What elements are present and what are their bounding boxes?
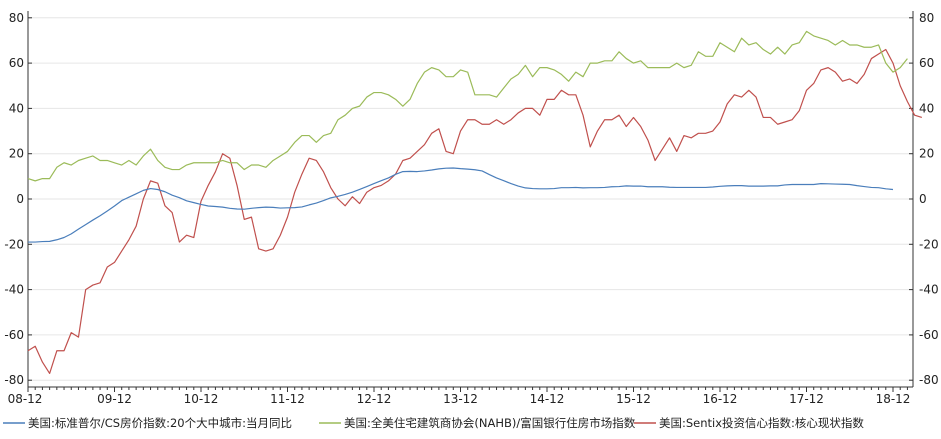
x-tick-label: 16-12 [703,392,738,406]
x-tick-label: 14-12 [530,392,565,406]
legend-label: 美国:Sentix投资信心指数:核心现状指数 [659,416,864,430]
y-tick-label-left: 60 [9,56,24,70]
y-tick-label-left: -20 [4,237,24,251]
series-line [27,30,908,182]
y-tick-label-right: -60 [919,328,939,342]
series-layer [27,30,923,375]
x-tick-label: 15-12 [616,392,651,406]
x-tick-label: 13-12 [443,392,478,406]
y-tick-label-right: -40 [919,283,939,297]
y-tick-label-right: 0 [919,192,927,206]
legend-item[interactable]: 美国:标准普尔/CS房价指数:20个大中城市:当月同比 [3,416,292,430]
legend[interactable]: 美国:标准普尔/CS房价指数:20个大中城市:当月同比 美国:全美住宅建筑商协会(… [3,416,864,430]
y-tick-label-right: 20 [919,147,934,161]
y-tick-label-left: -80 [4,373,24,387]
y-tick-label-left: 0 [16,192,24,206]
gridlines [28,17,913,381]
y-tick-label-left: 20 [9,147,24,161]
x-tick-label: 10-12 [184,392,219,406]
x-tick-label: 11-12 [270,392,305,406]
x-tick-label: 17-12 [789,392,824,406]
x-tick-label: 12-12 [357,392,392,406]
legend-item[interactable]: 美国:全美住宅建筑商协会(NAHB)/富国银行住房市场指数 [319,416,636,430]
axes: 80 60 40 20 0 -20 -40 -60 -80 80 60 40 20 0 -20 -40 -60 -… [4,11,938,406]
legend-label: 美国:全美住宅建筑商协会(NAHB)/富国银行住房市场指数 [344,416,636,430]
y-tick-label-right: 80 [919,11,934,25]
series-line [27,48,923,375]
x-tick-label: 08-12 [8,392,43,406]
y-tick-label-right: 40 [919,101,934,115]
y-tick-label-left: -60 [4,328,24,342]
y-tick-label-right: 60 [919,56,934,70]
legend-label: 美国:标准普尔/CS房价指数:20个大中城市:当月同比 [28,416,292,430]
y-tick-label-left: -40 [4,283,24,297]
series-line [28,167,894,243]
x-tick-label: 09-12 [97,392,132,406]
y-tick-label-left: 80 [9,11,24,25]
y-tick-label-right: -80 [919,373,939,387]
y-tick-label-left: 40 [9,101,24,115]
x-tick-label: 18-12 [876,392,911,406]
legend-item[interactable]: 美国:Sentix投资信心指数:核心现状指数 [634,416,864,430]
y-tick-label-right: -20 [919,237,939,251]
